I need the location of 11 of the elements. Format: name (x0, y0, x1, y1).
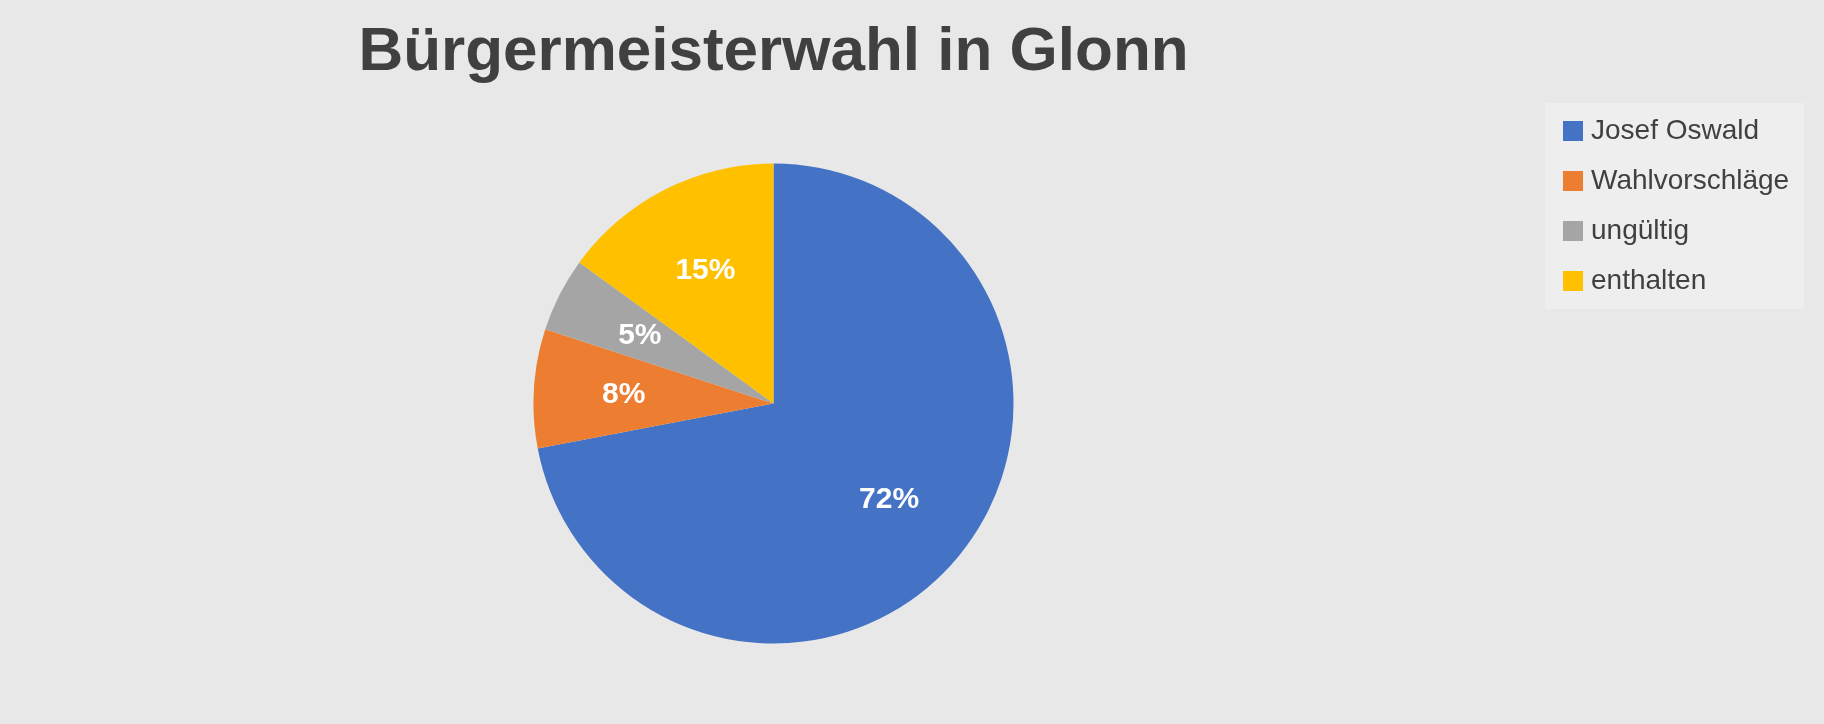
legend-label: ungültig (1591, 214, 1690, 245)
legend-label: enthalten (1591, 264, 1707, 295)
data-label: 8% (602, 376, 646, 410)
pie-slice (537, 163, 1014, 644)
legend-label: Josef Oswald (1591, 114, 1760, 145)
legend-label: Wahlvorschläge (1591, 164, 1790, 195)
pie-slice (579, 163, 774, 404)
data-label: 5% (618, 317, 662, 351)
data-label: 72% (859, 481, 920, 515)
data-label: 15% (675, 251, 736, 285)
chart-title: Bürgermeisterwahl in Glonn (358, 14, 1189, 83)
